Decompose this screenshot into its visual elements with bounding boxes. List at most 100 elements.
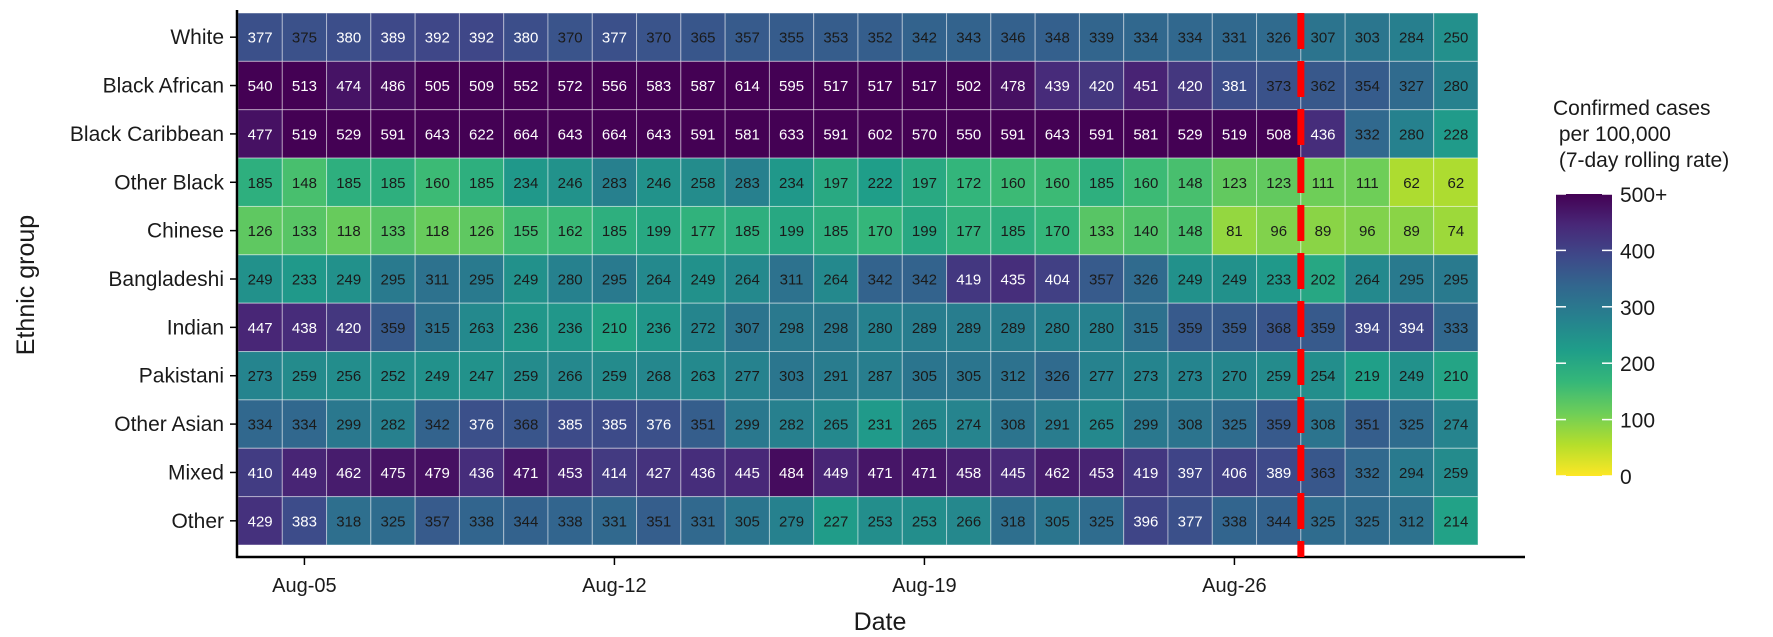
cell-value-label: 264: [735, 272, 760, 289]
cell-value-label: 289: [956, 320, 981, 337]
heatmap-cell: [237, 157, 283, 207]
heatmap-cell: [1167, 12, 1213, 62]
heatmap-cell: [326, 60, 372, 111]
heatmap-cell: [724, 109, 770, 159]
cell-value-label: 346: [1000, 30, 1025, 47]
heatmap-cell: [414, 302, 460, 353]
cell-value-label: 291: [823, 368, 848, 385]
cell-value-label: 351: [1355, 417, 1380, 434]
heatmap-cell: [370, 157, 416, 207]
heatmap-cell: [1211, 496, 1258, 546]
heatmap-cell: [591, 254, 638, 304]
heatmap-cell: [901, 254, 948, 304]
heatmap-cell: [237, 351, 283, 401]
cell-value-label: 315: [1133, 320, 1158, 337]
cell-value-label: 581: [1133, 126, 1158, 143]
legend-title-line: per 100,000: [1553, 123, 1671, 146]
cell-value-label: 389: [1266, 465, 1291, 482]
cell-value-label: 270: [1222, 368, 1247, 385]
cell-value-label: 249: [690, 272, 715, 289]
heatmap-cell: [591, 302, 638, 353]
cell-value-label: 249: [336, 272, 361, 289]
heatmap-cell: [946, 205, 992, 256]
cell-value-label: 199: [646, 223, 671, 240]
cell-value-label: 449: [823, 465, 848, 482]
heatmap-cell: [281, 254, 328, 304]
heatmap-cell: [990, 496, 1036, 546]
heatmap-cell: [1167, 496, 1213, 546]
cell-value-label: 312: [1000, 368, 1025, 385]
cell-value-label: 357: [735, 30, 760, 47]
cell-value-label: 155: [513, 223, 538, 240]
cell-value-label: 519: [292, 126, 317, 143]
heatmap-cell: [1034, 157, 1080, 207]
cell-value-label: 380: [336, 30, 361, 47]
heatmap-cell: [547, 496, 593, 546]
cell-value-label: 462: [336, 465, 361, 482]
heatmap-cell: [1433, 60, 1479, 111]
cell-value-label: 451: [1133, 78, 1158, 95]
heatmap-cell: [458, 496, 505, 546]
cell-value-label: 185: [469, 175, 494, 192]
cell-value-label: 282: [380, 417, 405, 434]
cell-value-label: 420: [1089, 78, 1114, 95]
color-legend: Confirmed cases per 100,000 (7-day rolli…: [1553, 97, 1729, 489]
cell-value-label: 517: [912, 78, 937, 95]
cell-value-label: 383: [292, 513, 317, 530]
cell-value-label: 170: [868, 223, 893, 240]
heatmap-cell: [458, 254, 505, 304]
heatmap-cell: [326, 157, 372, 207]
heatmap-cell: [680, 205, 726, 256]
cell-value-label: 602: [868, 126, 893, 143]
cell-value-label: 385: [602, 417, 627, 434]
cell-value-label: 259: [292, 368, 317, 385]
heatmap-cell: [1211, 12, 1258, 62]
cell-value-label: 295: [1443, 272, 1468, 289]
heatmap-cell: [813, 109, 859, 159]
x-axis-ticks: Aug-05 Aug-12 Aug-19 Aug-26: [272, 557, 1267, 597]
heatmap-cell: [547, 254, 593, 304]
heatmap-cell-labels: 377 375 380 389 392 392 380 370 377 370 365 357 355 3…: [248, 30, 1469, 531]
heatmap-cell: [370, 447, 416, 498]
y-tick-label: Chinese: [147, 220, 224, 243]
heatmap-cell: [813, 447, 859, 498]
x-tick-label: Aug-05: [272, 575, 337, 597]
x-axis-title: Date: [854, 608, 907, 636]
heatmap-cell: [1211, 447, 1258, 498]
cell-value-label: 256: [336, 368, 361, 385]
cell-value-label: 318: [1000, 513, 1025, 530]
cell-value-label: 236: [558, 320, 583, 337]
cell-value-label: 233: [1266, 272, 1291, 289]
heatmap-cell: [1167, 351, 1213, 401]
heatmap-cell: [547, 302, 593, 353]
heatmap-cell: [237, 12, 283, 62]
cell-value-label: 289: [912, 320, 937, 337]
cell-value-label: 394: [1355, 320, 1380, 337]
cell-value-label: 185: [602, 223, 627, 240]
cell-value-label: 343: [956, 30, 981, 47]
cell-value-label: 254: [1310, 368, 1335, 385]
legend-title-line: (7-day rolling rate): [1553, 149, 1729, 172]
heatmap-cell: [946, 12, 992, 62]
cell-value-label: 436: [469, 465, 494, 482]
cell-value-label: 258: [690, 175, 715, 192]
cell-value-label: 126: [469, 223, 494, 240]
cell-value-label: 529: [1178, 126, 1203, 143]
heatmap-cell: [1344, 205, 1390, 256]
heatmap-cell: [1256, 157, 1302, 207]
cell-value-label: 283: [602, 175, 627, 192]
cell-value-label: 62: [1448, 175, 1465, 192]
heatmap-cell: [503, 254, 549, 304]
cell-value-label: 305: [912, 368, 937, 385]
cell-value-label: 419: [1133, 465, 1158, 482]
cell-value-label: 133: [380, 223, 405, 240]
cell-value-label: 471: [868, 465, 893, 482]
cell-value-label: 377: [602, 30, 627, 47]
heatmap-cell: [591, 205, 638, 256]
heatmap-cell: [1078, 351, 1125, 401]
cell-value-label: 236: [646, 320, 671, 337]
cell-value-label: 419: [956, 272, 981, 289]
cell-value-label: 284: [1399, 30, 1424, 47]
cell-value-label: 325: [1089, 513, 1114, 530]
heatmap-cell: [813, 205, 859, 256]
